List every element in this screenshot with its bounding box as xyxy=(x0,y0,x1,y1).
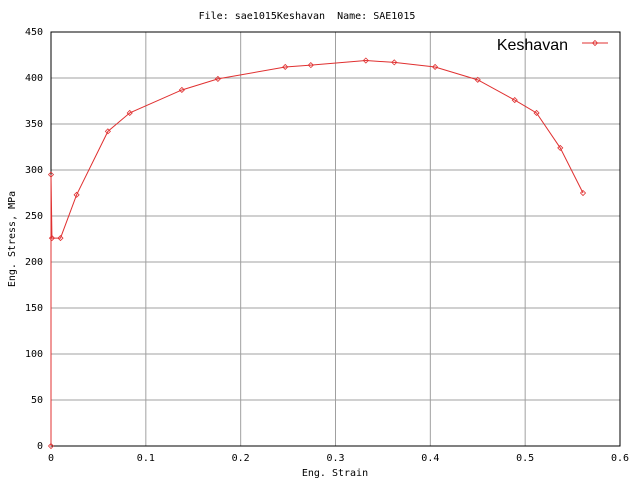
y-tick-label: 200 xyxy=(25,257,43,268)
data-point xyxy=(104,128,111,135)
data-point xyxy=(307,62,314,69)
data-point xyxy=(362,57,369,64)
data-point xyxy=(282,63,289,71)
data-point xyxy=(57,235,64,242)
data-point xyxy=(557,144,564,151)
x-tick-label: 0.3 xyxy=(326,453,344,464)
x-tick-label: 0.4 xyxy=(421,453,439,464)
x-tick-label: 0.1 xyxy=(137,453,155,464)
data-line xyxy=(50,60,584,446)
y-tick-label: 100 xyxy=(25,349,43,360)
data-point xyxy=(73,191,80,198)
y-tick-label: 300 xyxy=(25,165,43,176)
x-tick-label: 0.2 xyxy=(232,453,250,464)
data-point xyxy=(432,63,439,71)
chart-title: File: sae1015Keshavan Name: SAE1015 xyxy=(199,11,416,22)
data-point xyxy=(511,97,518,104)
legend-label: Keshavan xyxy=(497,37,568,54)
data-point xyxy=(178,86,185,94)
y-tick-label: 400 xyxy=(25,73,43,84)
y-tick-label: 0 xyxy=(37,441,43,452)
data-point xyxy=(533,109,540,117)
data-point xyxy=(579,189,587,197)
y-tick-label: 50 xyxy=(31,395,43,406)
x-tick-label: 0.5 xyxy=(516,453,534,464)
data-point xyxy=(48,235,56,242)
x-tick-label: 0 xyxy=(48,453,54,464)
y-tick-label: 450 xyxy=(25,27,43,38)
data-point xyxy=(47,442,55,450)
legend-marker xyxy=(591,39,599,47)
y-tick-label: 250 xyxy=(25,211,43,222)
x-axis-label: Eng. Strain xyxy=(302,468,368,479)
data-point xyxy=(47,171,55,178)
y-tick-label: 350 xyxy=(25,119,43,130)
y-tick-label: 150 xyxy=(25,303,43,314)
x-tick-label: 0.6 xyxy=(611,453,629,464)
data-point xyxy=(126,109,133,117)
data-point xyxy=(391,59,398,66)
data-point xyxy=(214,75,221,82)
data-point xyxy=(474,76,481,83)
y-axis-label: Eng. Stress, MPa xyxy=(7,191,18,287)
